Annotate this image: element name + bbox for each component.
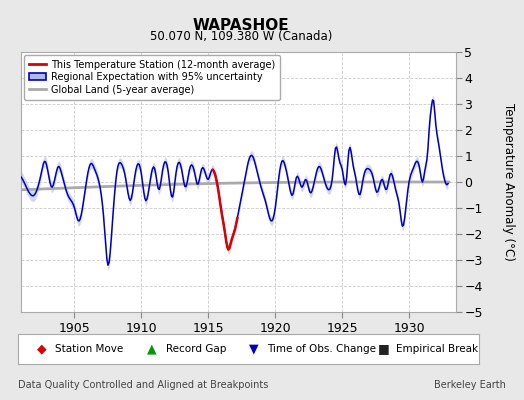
Text: Empirical Break: Empirical Break [397, 344, 478, 354]
Text: Berkeley Earth: Berkeley Earth [434, 380, 506, 390]
Y-axis label: Temperature Anomaly (°C): Temperature Anomaly (°C) [502, 103, 515, 261]
Text: Data Quality Controlled and Aligned at Breakpoints: Data Quality Controlled and Aligned at B… [18, 380, 269, 390]
Text: 50.070 N, 109.380 W (Canada): 50.070 N, 109.380 W (Canada) [150, 30, 332, 43]
Text: ▼: ▼ [249, 342, 258, 356]
Text: Station Move: Station Move [55, 344, 124, 354]
Legend: This Temperature Station (12-month average), Regional Expectation with 95% uncer: This Temperature Station (12-month avera… [24, 55, 280, 100]
Text: WAPASHOE: WAPASHOE [193, 18, 289, 33]
Text: ◆: ◆ [37, 342, 47, 356]
Text: ▲: ▲ [147, 342, 157, 356]
Text: Time of Obs. Change: Time of Obs. Change [267, 344, 376, 354]
Text: ■: ■ [378, 342, 390, 356]
Text: Record Gap: Record Gap [166, 344, 226, 354]
